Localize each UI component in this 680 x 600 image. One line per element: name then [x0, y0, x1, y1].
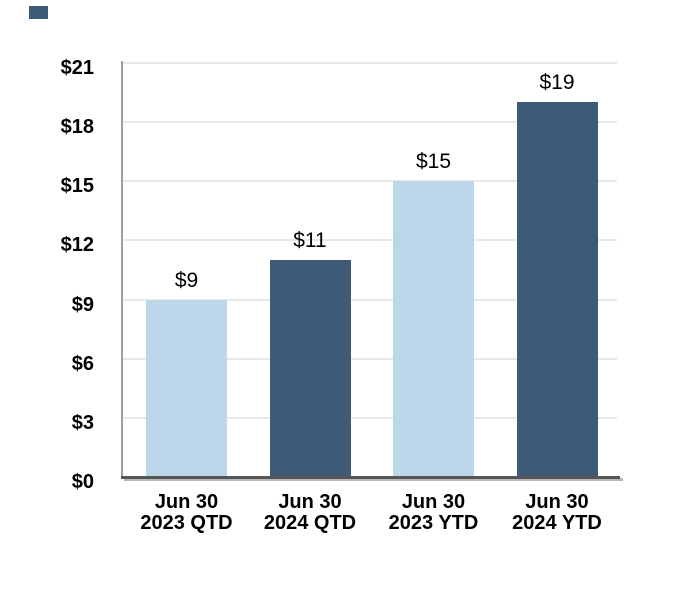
y-tick-label: $12	[60, 234, 94, 257]
y-tick-label: $0	[71, 471, 94, 493]
category-label-jun-30-2024-qtd: Jun 30 2024 QTD	[230, 492, 390, 534]
category-line2: 2023 QTD	[140, 512, 233, 534]
y-tick-label: $3	[71, 411, 94, 434]
bar-jun-30-2023-ytd	[393, 181, 474, 477]
bar-value-label: $11	[293, 229, 327, 253]
category-line2: 2024 QTD	[263, 512, 357, 534]
category-line1: Jun 30	[525, 491, 589, 513]
category-label-jun-30-2024-ytd: Jun 30 2024 YTD	[477, 492, 637, 534]
gridline-3	[123, 416, 617, 419]
category-label-jun-30-2023-qtd: Jun 30 2023 QTD	[107, 492, 267, 534]
gridline-18	[123, 121, 617, 124]
gridline-12	[123, 239, 617, 242]
bar-value-label: $9	[174, 268, 199, 292]
bar-jun-30-2023-qtd	[146, 299, 227, 477]
y-tick-label: $15	[60, 175, 94, 198]
category-line2: 2024 YTD	[512, 512, 602, 534]
gridline-21	[123, 62, 617, 64]
bar-jun-30-2024-qtd	[269, 260, 351, 477]
legend-marker	[29, 6, 48, 19]
bar-value-label: $15	[415, 150, 452, 174]
y-tick-label: $6	[71, 352, 94, 375]
y-tick-label: $21	[60, 57, 94, 79]
category-label-jun-30-2023-ytd: Jun 30 2023 YTD	[354, 492, 514, 534]
bar-value-label: $19	[539, 71, 575, 95]
category-line2: 2023 YTD	[388, 512, 479, 534]
y-axis-line	[121, 61, 123, 477]
x-axis-line	[121, 476, 620, 479]
y-tick-label: $18	[60, 116, 94, 139]
category-line1: Jun 30	[278, 491, 342, 513]
y-tick-label: $9	[71, 293, 94, 316]
gridline-6	[123, 357, 617, 360]
category-line1: Jun 30	[401, 491, 466, 513]
bar-jun-30-2024-ytd	[516, 102, 598, 477]
gridline-15	[123, 180, 617, 183]
category-line1: Jun 30	[154, 491, 219, 513]
gridline-9	[123, 298, 617, 301]
